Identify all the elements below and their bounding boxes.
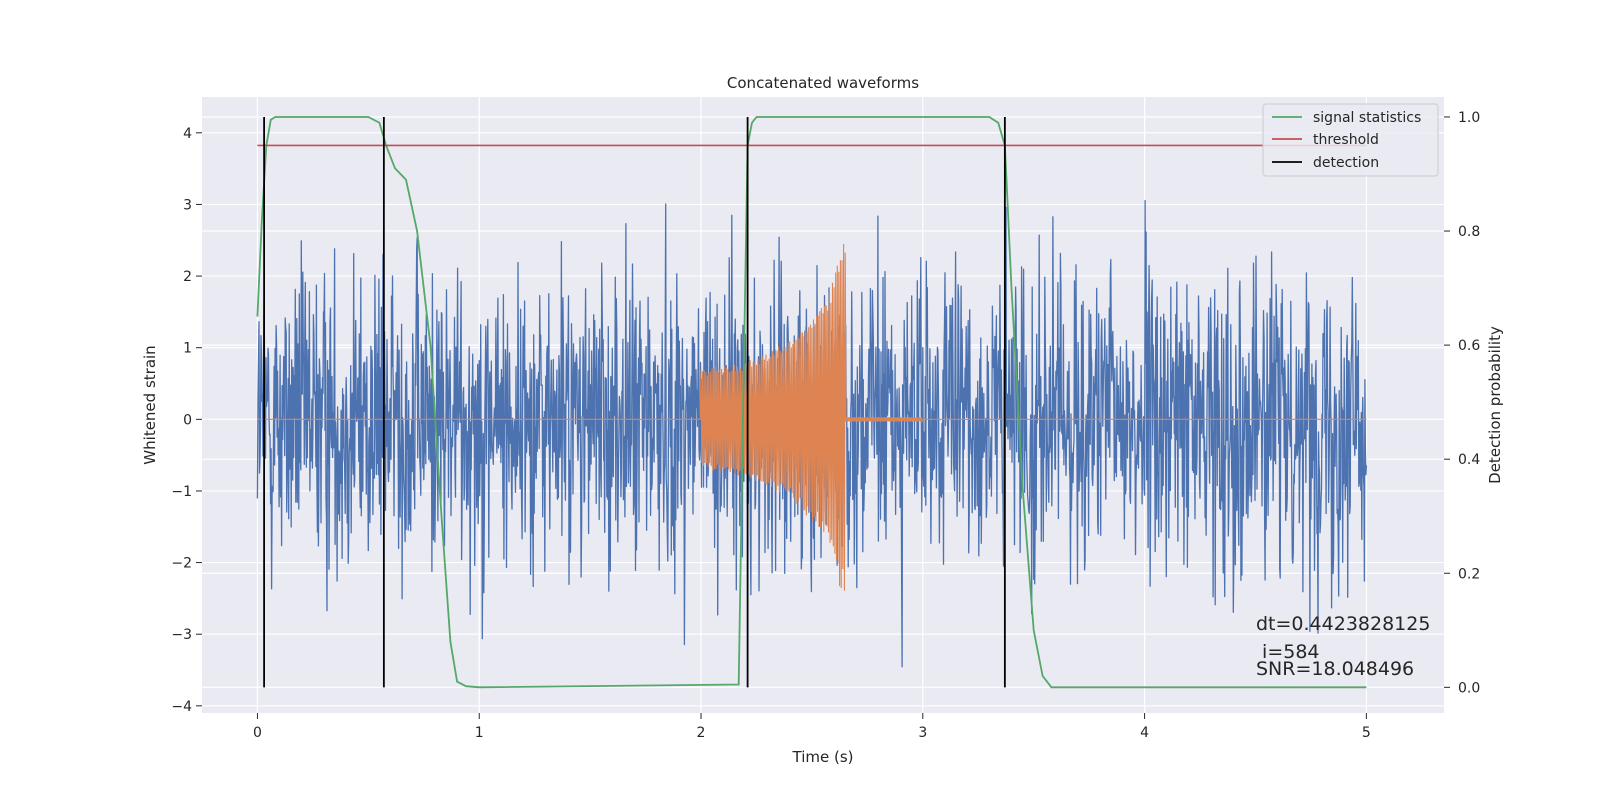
x-tick-label: 5 xyxy=(1362,725,1371,741)
legend: signal statistics threshold detection xyxy=(1262,103,1439,177)
y2-tick-label: 0.0 xyxy=(1458,680,1480,696)
legend-label-threshold: threshold xyxy=(1313,132,1379,148)
injected-signal-line xyxy=(257,244,1367,591)
y-tick-label: −1 xyxy=(171,484,192,500)
y2-tick-label: 0.8 xyxy=(1458,224,1480,240)
x-tick-label: 2 xyxy=(697,725,706,741)
y2-tick-label: 1.0 xyxy=(1458,110,1480,126)
ticks: 0 1 2 3 4 5 −4 −3 −2 −1 0 1 2 3 4 0.0 0.2 0.4 0.6 0.8 1.0 xyxy=(171,110,1480,741)
y2-tick-label: 0.4 xyxy=(1458,452,1480,468)
annotation-dt: dt=0.4423828125 xyxy=(1256,613,1430,635)
y2-tick-label: 0.6 xyxy=(1458,338,1480,354)
signal-statistics-line xyxy=(256,116,1367,689)
y-tick-label: −2 xyxy=(171,556,192,572)
y2-tick-label: 0.2 xyxy=(1458,566,1480,582)
annotation-snr: SNR=18.048496 xyxy=(1256,658,1414,680)
chart-title: Concatenated waveforms xyxy=(727,74,919,92)
y-tick-label: −3 xyxy=(171,627,192,643)
x-tick-label: 1 xyxy=(475,725,484,741)
legend-box xyxy=(1262,103,1439,177)
legend-label-detection: detection xyxy=(1313,155,1379,171)
legend-label-signal-statistics: signal statistics xyxy=(1313,110,1421,126)
detection-lines xyxy=(263,116,1006,688)
y-tick-label: 0 xyxy=(183,412,192,428)
x-tick-label: 0 xyxy=(253,725,262,741)
annotation-i: i=584 xyxy=(1256,641,1320,663)
series-layer xyxy=(256,116,1368,689)
y-tick-label: −4 xyxy=(171,699,192,715)
y-axis-label: Whitened strain xyxy=(141,345,159,464)
x-axis-label: Time (s) xyxy=(792,748,854,766)
y-tick-label: 4 xyxy=(183,126,192,142)
y-tick-label: 3 xyxy=(183,197,192,213)
y2-axis-label: Detection probability xyxy=(1486,326,1504,484)
y-tick-label: 1 xyxy=(183,341,192,357)
x-tick-label: 3 xyxy=(918,725,927,741)
y-tick-label: 2 xyxy=(183,269,192,285)
x-tick-label: 4 xyxy=(1140,725,1149,741)
